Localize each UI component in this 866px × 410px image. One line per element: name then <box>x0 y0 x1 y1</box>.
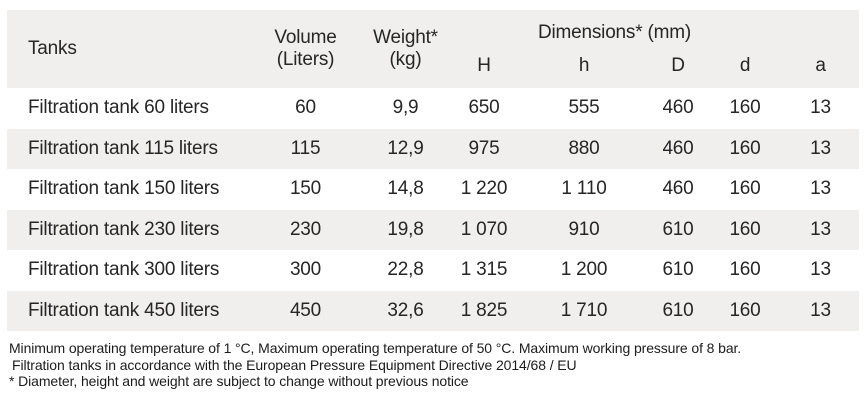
column-header-D: D <box>671 55 685 76</box>
tank-dim-H: 975 <box>468 137 500 159</box>
column-header-h: h <box>578 55 590 76</box>
tank-volume: 230 <box>289 218 322 240</box>
table-body: Filtration tank 60 liters 60 9,9 650 555… <box>7 88 859 331</box>
column-header-weight-line1: Weight* <box>373 26 438 48</box>
tank-dim-H: 1 315 <box>460 259 508 281</box>
tank-name: Filtration tank 450 liters <box>28 299 220 321</box>
tank-dim-D: 460 <box>662 97 694 119</box>
tank-dim-a: 13 <box>810 137 831 159</box>
column-header-weight-line2: (kg) <box>389 49 422 70</box>
tank-dim-a: 13 <box>810 299 831 321</box>
tank-name: Filtration tank 300 liters <box>28 259 220 281</box>
tank-dim-h: 880 <box>568 137 600 159</box>
tank-dim-a: 13 <box>810 259 831 281</box>
footnote-directive: Filtration tanks in accordance with the … <box>12 356 577 373</box>
column-header-weight: Weight* (kg) <box>363 10 448 88</box>
footnotes: Minimum operating temperature of 1 °C, M… <box>9 340 741 390</box>
tank-name: Filtration tank 150 liters <box>28 178 220 200</box>
column-header-dimensions: Dimensions* (mm) <box>537 22 692 43</box>
tank-dim-D: 460 <box>662 137 694 159</box>
table-row: Filtration tank 115 liters 115 12,9 975 … <box>7 128 859 169</box>
table-row: Filtration tank 230 liters 230 19,8 1 07… <box>7 209 859 250</box>
column-header-volume-line2: (Liters) <box>276 49 335 70</box>
column-header-a: a <box>815 55 826 76</box>
tank-dim-d: 160 <box>729 97 761 119</box>
filtration-tanks-spec-table: Tanks Volume (Liters) Weight* (kg) Dimen… <box>7 10 859 331</box>
tank-weight: 32,6 <box>387 299 424 321</box>
tank-dim-H: 1 825 <box>460 299 508 321</box>
tank-dim-D: 460 <box>662 178 694 200</box>
table-row: Filtration tank 60 liters 60 9,9 650 555… <box>7 88 859 129</box>
tank-dim-a: 13 <box>810 218 831 240</box>
tank-name: Filtration tank 115 liters <box>28 137 218 159</box>
tank-dim-d: 160 <box>729 137 761 159</box>
tank-dim-d: 160 <box>729 299 761 321</box>
column-header-volume-line1: Volume <box>274 26 337 48</box>
footnote-disclaimer: * Diameter, height and weight are subjec… <box>9 373 469 389</box>
tank-dim-d: 160 <box>729 259 761 281</box>
tank-dim-h: 910 <box>568 218 600 240</box>
tank-dim-H: 650 <box>468 97 500 119</box>
table-header-row: Tanks Volume (Liters) Weight* (kg) Dimen… <box>7 10 859 88</box>
dimension-subheaders: H h D d a <box>448 44 859 88</box>
tank-dim-D: 610 <box>662 299 694 321</box>
table-row: Filtration tank 450 liters 450 32,6 1 82… <box>7 290 859 331</box>
column-header-H: H <box>477 55 491 76</box>
tank-weight: 14,8 <box>387 178 424 200</box>
tank-dim-d: 160 <box>729 178 761 200</box>
tank-dim-h: 1 200 <box>560 259 608 281</box>
column-group-dimensions: Dimensions* (mm) H h D d a <box>448 10 859 88</box>
footnote-operating-conditions: Minimum operating temperature of 1 °C, M… <box>9 340 742 356</box>
table-row: Filtration tank 150 liters 150 14,8 1 22… <box>7 169 859 210</box>
tank-volume: 150 <box>289 178 322 200</box>
tank-dim-a: 13 <box>810 178 831 200</box>
column-header-volume: Volume (Liters) <box>248 10 363 88</box>
tank-dim-D: 610 <box>662 259 694 281</box>
tank-dim-H: 1 220 <box>460 178 508 200</box>
tank-name: Filtration tank 230 liters <box>28 218 220 240</box>
tank-dim-H: 1 070 <box>460 218 508 240</box>
tank-weight: 9,9 <box>392 97 419 119</box>
tank-volume: 115 <box>290 137 321 159</box>
tank-dim-h: 1 710 <box>560 299 608 321</box>
table-row: Filtration tank 300 liters 300 22,8 1 31… <box>7 250 859 291</box>
column-header-tanks: Tanks <box>28 38 77 59</box>
tank-weight: 12,9 <box>387 137 424 159</box>
tank-volume: 60 <box>295 97 316 119</box>
tank-dim-d: 160 <box>729 218 761 240</box>
column-header-d: d <box>739 55 751 76</box>
tank-dim-a: 13 <box>810 97 831 119</box>
tank-volume: 300 <box>289 259 322 281</box>
tank-weight: 19,8 <box>387 218 424 240</box>
tank-name: Filtration tank 60 liters <box>28 97 209 119</box>
tank-dim-h: 1 110 <box>561 178 607 200</box>
tank-volume: 450 <box>289 299 322 321</box>
tank-dim-D: 610 <box>662 218 694 240</box>
tank-dim-h: 555 <box>568 97 600 119</box>
tank-weight: 22,8 <box>387 259 424 281</box>
